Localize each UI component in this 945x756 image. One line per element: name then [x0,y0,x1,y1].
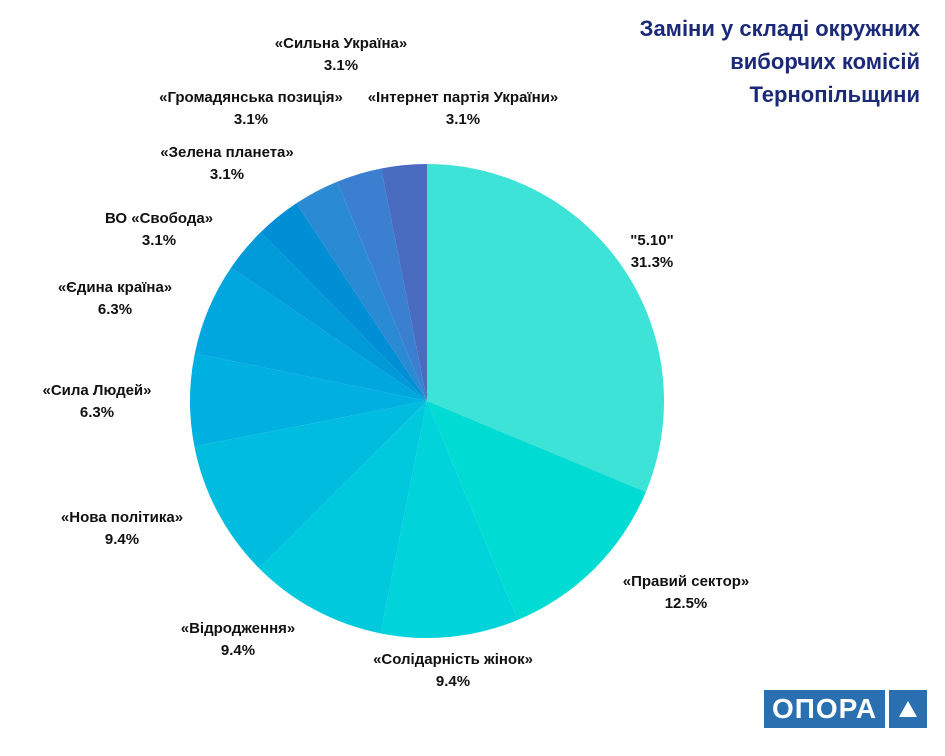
slice-label: «Інтернет партія України» [368,89,559,106]
slice-label: "5.10" [630,232,673,249]
pie-slice [189,353,427,447]
pie-slice [260,203,427,401]
pie-slice [259,401,427,634]
pie-slice [296,181,427,401]
slice-value-label: 6.3% [98,301,132,318]
slice-label: «Солідарність жінок» [373,651,533,668]
pie-slice [337,168,427,401]
title-line-1: Заміни у складі окружних [639,16,920,41]
slice-label: «Правий сектор» [623,573,749,590]
title-line-3: Тернопільщини [749,82,920,107]
slice-label: «Громадянська позиція» [159,89,343,106]
pie-slice [427,164,664,492]
logo-text: ОПОРА [764,690,885,728]
slice-value-label: 3.1% [446,111,480,128]
slice-value-label: 9.4% [105,531,139,548]
slice-label: «Відродження» [181,620,296,637]
pie-slice [427,401,646,620]
opora-logo: ОПОРА [764,690,927,728]
slice-value-label: 3.1% [324,57,358,74]
slice-value-label: 3.1% [210,166,244,183]
slice-value-label: 9.4% [221,642,255,659]
slice-value-label: 3.1% [142,232,176,249]
pie-slice [381,164,427,401]
slice-label: «Нова політика» [61,509,183,526]
pie-slice [194,267,427,401]
slice-label: «Єдина країна» [58,279,172,296]
slice-value-label: 12.5% [665,595,708,612]
slice-label: «Сила Людей» [43,382,152,399]
slice-label: «Сильна Україна» [275,35,407,52]
slice-value-label: 3.1% [234,111,268,128]
slice-value-label: 6.3% [80,404,114,421]
slice-value-label: 31.3% [631,254,674,271]
pie-slice [231,232,427,401]
pie-slice [380,401,518,638]
chart-title: Заміни у складі окружних виборчих комісі… [560,12,920,111]
slice-label: «Зелена планета» [160,144,294,161]
slice-value-label: 9.4% [436,673,470,690]
pie-slice [194,401,427,569]
title-line-2: виборчих комісій [730,49,920,74]
logo-triangle-icon [889,690,927,728]
slice-label: ВО «Свобода» [105,210,213,227]
